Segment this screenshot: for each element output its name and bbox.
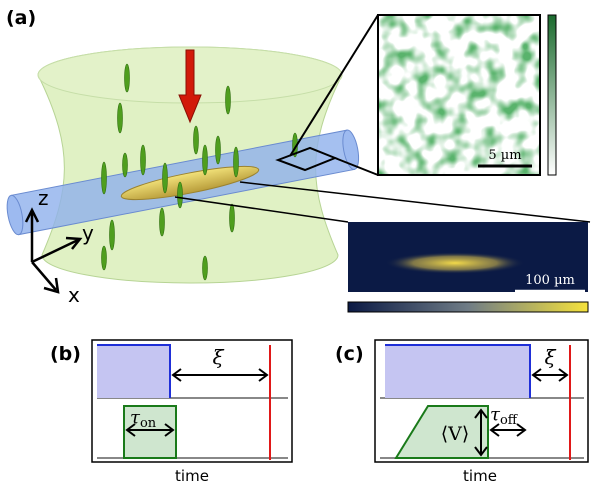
zoom-line	[289, 14, 379, 157]
x-axis-label: time	[463, 467, 497, 485]
speckle-image	[378, 15, 540, 175]
trap-pulse-edge	[97, 344, 171, 398]
duration-label: τoff	[490, 404, 519, 428]
mean-label: ⟨V⟩	[441, 423, 470, 445]
subscript: on	[140, 416, 157, 431]
axis-label: x	[68, 283, 80, 307]
zoom-line	[174, 196, 349, 223]
cloud-blob	[385, 252, 525, 274]
axis-label: z	[38, 186, 49, 210]
delay-arrow	[531, 368, 569, 382]
atom-cloud	[120, 165, 260, 201]
scale-label: 100 µm	[525, 273, 575, 288]
zoom-line	[334, 157, 379, 176]
coordinate-axes	[24, 207, 83, 294]
delay-label: ξ	[212, 345, 224, 369]
axis-label: y	[82, 221, 94, 245]
zoom-line	[239, 181, 591, 223]
trap-pulse	[385, 345, 530, 398]
trap-pulse	[97, 345, 170, 398]
panel-label: (b)	[50, 343, 81, 365]
delay-label: ξ	[544, 345, 556, 369]
delay-arrow	[171, 368, 269, 382]
scale-label: 5 µm	[488, 148, 521, 163]
colorbar	[347, 301, 589, 313]
duration-label: τon	[130, 407, 157, 431]
duration-arrow	[125, 423, 175, 437]
panel-label: (c)	[335, 343, 364, 365]
amplitude-arrow	[474, 408, 488, 457]
duration-arrow	[489, 423, 527, 437]
panel-label: (a)	[6, 7, 36, 29]
speckle-ramp	[394, 405, 489, 459]
symbol: τ	[130, 407, 141, 428]
probe-arrow	[178, 49, 202, 124]
trap-pulse-edge	[385, 344, 531, 398]
speckle-frame	[377, 14, 541, 176]
x-axis-label: time	[175, 467, 209, 485]
subscript: off	[500, 413, 519, 428]
speckle-needles	[101, 63, 298, 281]
colorbar	[547, 14, 557, 176]
speckle-pulse	[123, 405, 177, 459]
symbol: τ	[490, 404, 501, 425]
